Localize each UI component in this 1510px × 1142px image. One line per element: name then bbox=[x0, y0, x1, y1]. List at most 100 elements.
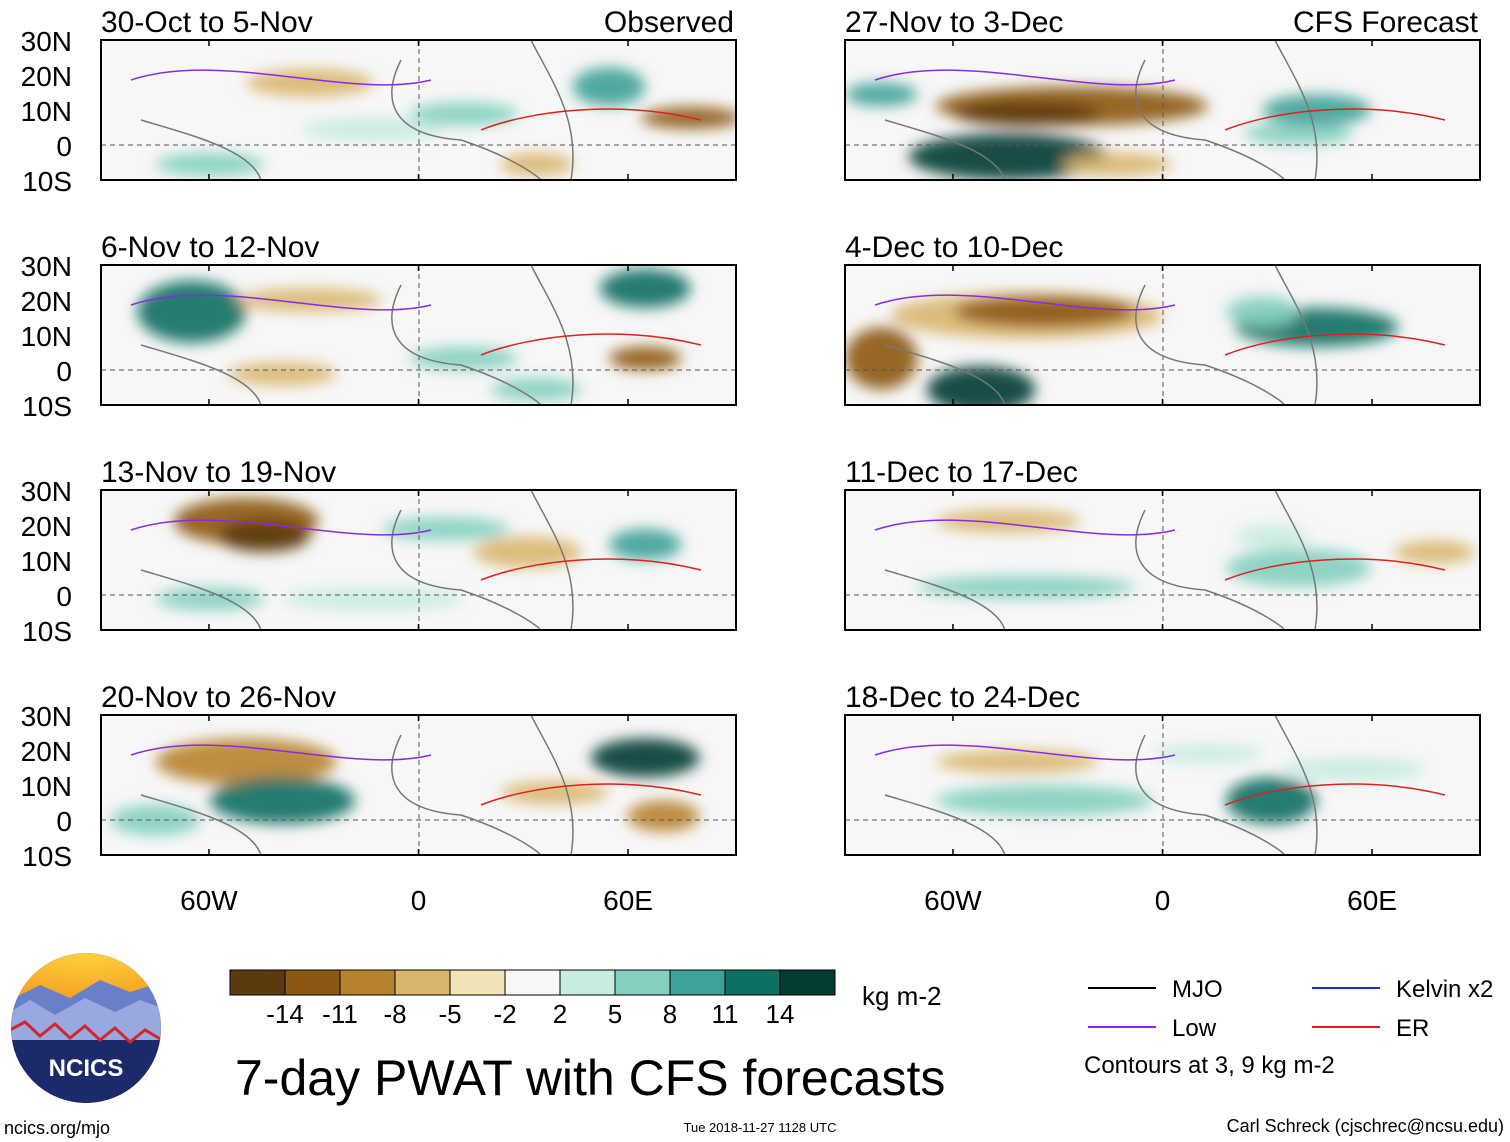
colorbar-swatch bbox=[669, 969, 726, 996]
colorbar-tick-label: 2 bbox=[553, 999, 567, 1029]
low-contour bbox=[130, 69, 432, 86]
panel-title: 20-Nov to 26-Nov bbox=[101, 681, 336, 714]
panel-title: 11-Dec to 17-Dec bbox=[845, 456, 1078, 489]
footer-timestamp: Tue 2018-11-27 1128 UTC bbox=[684, 1120, 837, 1135]
pwat-anomaly-blob bbox=[1393, 540, 1476, 564]
pwat-anomaly-blob bbox=[572, 67, 646, 107]
panel-tag: Observed bbox=[604, 6, 734, 39]
colorbar-tick-label: -2 bbox=[493, 999, 516, 1029]
coastline bbox=[530, 40, 574, 180]
colorbar-tick-label: -11 bbox=[322, 999, 358, 1029]
coastline bbox=[884, 119, 1006, 180]
lat-label: 20N bbox=[21, 286, 72, 317]
pwat-anomaly-blob bbox=[1226, 296, 1299, 328]
pwat-anomaly-blob bbox=[500, 152, 573, 177]
er-contour bbox=[1224, 333, 1446, 356]
pwat-anomaly-blob bbox=[409, 346, 519, 371]
coastline bbox=[530, 715, 574, 855]
pwat-field bbox=[845, 490, 1480, 630]
pwat-anomaly-blob bbox=[935, 785, 1154, 817]
pwat-anomaly-blob bbox=[155, 738, 337, 786]
lat-label: 10N bbox=[21, 546, 72, 577]
lat-label: 20N bbox=[21, 511, 72, 542]
pwat-field bbox=[101, 265, 736, 405]
lat-label: 10S bbox=[22, 166, 72, 197]
panel-title: 6-Nov to 12-Nov bbox=[101, 231, 319, 264]
coastline bbox=[884, 794, 1006, 855]
coastline bbox=[1274, 265, 1318, 405]
pwat-anomaly-blob bbox=[472, 536, 582, 568]
colorbar-tick-label: -8 bbox=[383, 999, 406, 1029]
pwat-anomaly-blob bbox=[609, 346, 682, 371]
map-panel: 6-Nov to 12-Nov 30N 20N 10N 0 10S bbox=[21, 231, 737, 422]
pwat-anomaly-blob bbox=[137, 280, 247, 343]
coastline bbox=[391, 59, 542, 180]
panel-title: 27-Nov to 3-Dec bbox=[845, 6, 1063, 39]
pwat-anomaly-blob bbox=[491, 377, 582, 402]
pwat-anomaly-blob bbox=[209, 777, 355, 824]
lon-label: 0 bbox=[1155, 885, 1171, 916]
colorbar-tick-label: 11 bbox=[712, 999, 739, 1029]
colorbar-tick-label: 8 bbox=[663, 999, 677, 1029]
pwat-anomaly-blob bbox=[1226, 777, 1317, 824]
pwat-anomaly-blob bbox=[155, 152, 265, 177]
pwat-anomaly-blob bbox=[237, 288, 383, 312]
pwat-anomaly-blob bbox=[1153, 744, 1263, 764]
lat-label: 10N bbox=[21, 96, 72, 127]
er-contour bbox=[1224, 108, 1446, 131]
pwat-anomaly-blob bbox=[155, 587, 265, 611]
pwat-anomaly-blob bbox=[627, 800, 700, 832]
lat-label: 10S bbox=[22, 391, 72, 422]
low-contour bbox=[874, 744, 1176, 761]
panel-title: 18-Dec to 24-Dec bbox=[845, 681, 1080, 714]
main-title: 7-day PWAT with CFS forecasts bbox=[235, 1050, 945, 1106]
low-contour bbox=[874, 294, 1176, 311]
er-contour bbox=[480, 108, 702, 131]
lat-label: 30N bbox=[21, 251, 72, 282]
low-contour bbox=[130, 519, 432, 536]
legend-label: ER bbox=[1396, 1015, 1429, 1042]
pwat-anomaly-blob bbox=[935, 509, 1081, 533]
colorbar-swatch bbox=[229, 969, 286, 996]
lat-label: 10N bbox=[21, 771, 72, 802]
lon-label: 60E bbox=[603, 885, 653, 916]
map-panel: 30-Oct to 5-Nov Observed 30N 20N 10N 0 10S bbox=[21, 6, 737, 197]
coastline bbox=[1135, 59, 1286, 180]
coastline bbox=[140, 119, 262, 180]
low-contour bbox=[130, 294, 432, 311]
er-contour bbox=[480, 558, 702, 581]
colorbar-tick-label: -14 bbox=[266, 999, 304, 1029]
lat-label: 30N bbox=[21, 26, 72, 57]
lon-label: 60W bbox=[924, 885, 982, 916]
pwat-anomaly-blob bbox=[1062, 152, 1172, 177]
footer-url: ncics.org/mjo bbox=[4, 1118, 110, 1138]
legend-note: Contours at 3, 9 kg m-2 bbox=[1084, 1052, 1335, 1079]
map-panel: 20-Nov to 26-Nov 30N 20N 10N 0 10S bbox=[21, 681, 737, 872]
colorbar-swatch bbox=[614, 969, 671, 996]
pwat-anomaly-blob bbox=[1235, 525, 1308, 549]
pwat-anomaly-blob bbox=[1226, 548, 1372, 588]
colorbar-swatch bbox=[449, 969, 506, 996]
pwat-anomaly-blob bbox=[845, 82, 918, 107]
coastline bbox=[1274, 490, 1318, 630]
pwat-anomaly-blob bbox=[382, 517, 510, 541]
colorbar-tick-label: 5 bbox=[608, 999, 622, 1029]
map-panel: 11-Dec to 17-Dec bbox=[844, 456, 1481, 631]
contour-legend: MJO Kelvin x2 Low ER bbox=[1088, 976, 1493, 1042]
map-panel: 18-Dec to 24-Dec bbox=[844, 681, 1481, 856]
coastline bbox=[391, 734, 542, 855]
low-contour bbox=[130, 744, 432, 761]
coastline bbox=[1135, 734, 1286, 855]
pwat-anomaly-blob bbox=[409, 102, 519, 126]
lat-label: 20N bbox=[21, 736, 72, 767]
er-contour bbox=[1224, 783, 1446, 806]
legend-label: Kelvin x2 bbox=[1396, 976, 1493, 1003]
coastline bbox=[391, 509, 542, 630]
pwat-anomaly-blob bbox=[218, 521, 310, 553]
pwat-anomaly-blob bbox=[1280, 757, 1426, 782]
pwat-anomaly-blob bbox=[908, 133, 1109, 180]
legend-label: MJO bbox=[1172, 976, 1223, 1003]
panel-title: 13-Nov to 19-Nov bbox=[101, 456, 336, 489]
lat-label: 0 bbox=[56, 806, 72, 837]
pwat-field bbox=[101, 40, 736, 180]
